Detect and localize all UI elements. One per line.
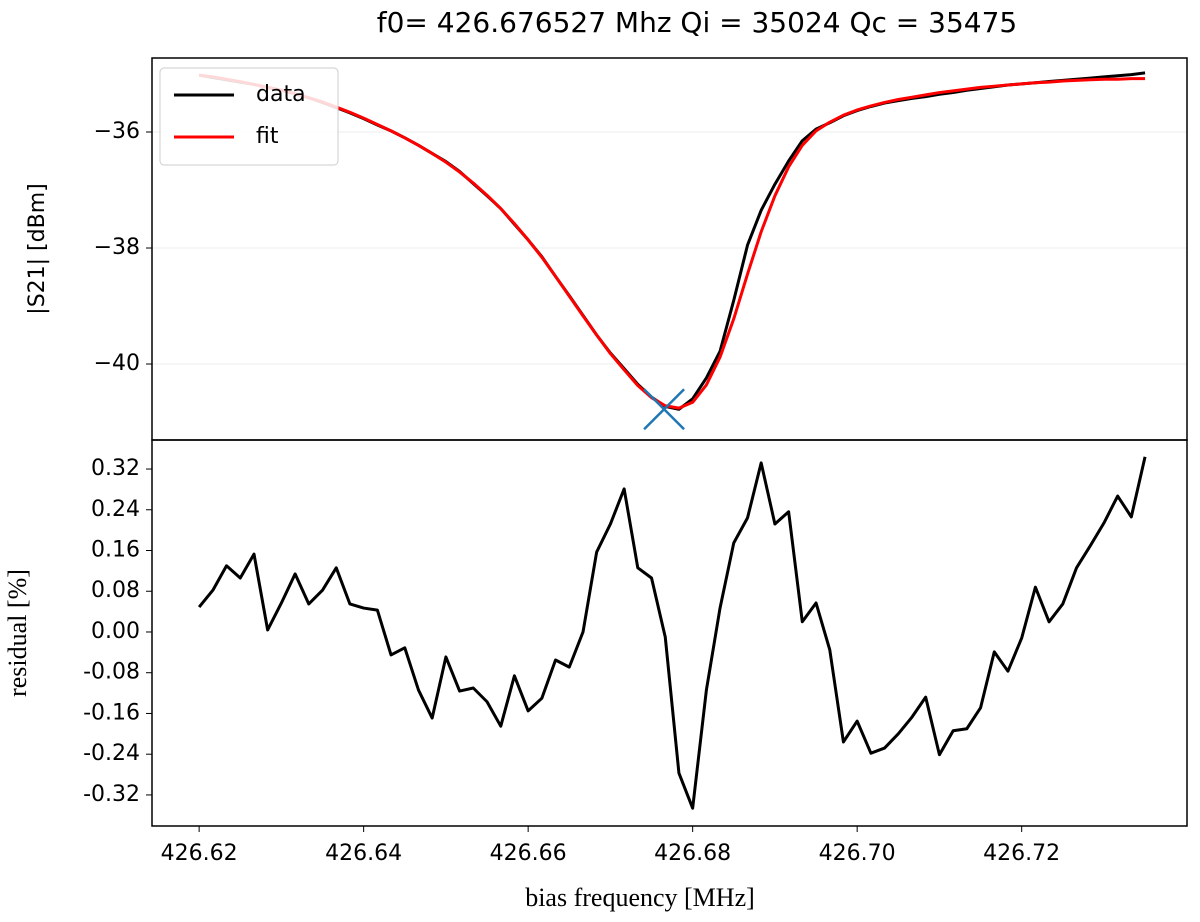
y-tick-label: 0.08: [91, 578, 140, 603]
legend-label: data: [256, 82, 306, 107]
chart-title: f0= 426.676527 Mhz Qi = 35024 Qc = 35475: [377, 6, 1018, 39]
y-tick-label: −40: [94, 351, 140, 376]
y-tick-label: -0.24: [83, 741, 140, 766]
y-tick-label: 0.00: [91, 619, 140, 644]
y-axis-label: |S21| [dBm]: [25, 183, 50, 314]
y-tick-label: 0.16: [91, 538, 140, 563]
y-tick-label: −38: [94, 235, 140, 260]
y-tick-label: −36: [94, 119, 140, 144]
x-tick-label: 426.70: [819, 841, 896, 866]
x-tick-label: 426.66: [490, 841, 567, 866]
x-tick-label: 426.62: [161, 841, 238, 866]
legend-box: [159, 67, 339, 166]
x-axis-label: bias frequency [MHz]: [525, 883, 755, 912]
marker: [643, 388, 685, 431]
y-tick-label: 0.24: [91, 497, 140, 522]
data-line: [197, 456, 1147, 810]
marker-cross: [643, 388, 685, 431]
y-tick-label: 0.32: [91, 456, 140, 481]
plot-frame: [151, 439, 1188, 827]
x-tick-label: 426.72: [983, 841, 1060, 866]
x-tick-label: 426.68: [654, 841, 731, 866]
data-line: [198, 71, 1146, 411]
x-tick-label: 426.64: [325, 841, 402, 866]
y-tick-label: -0.32: [83, 782, 140, 807]
y-axis-label: residual [%]: [3, 569, 32, 697]
legend-label: fit: [256, 124, 279, 149]
y-tick-label: -0.16: [83, 700, 140, 725]
y-tick-label: -0.08: [83, 660, 140, 685]
data-line: [198, 73, 1146, 410]
